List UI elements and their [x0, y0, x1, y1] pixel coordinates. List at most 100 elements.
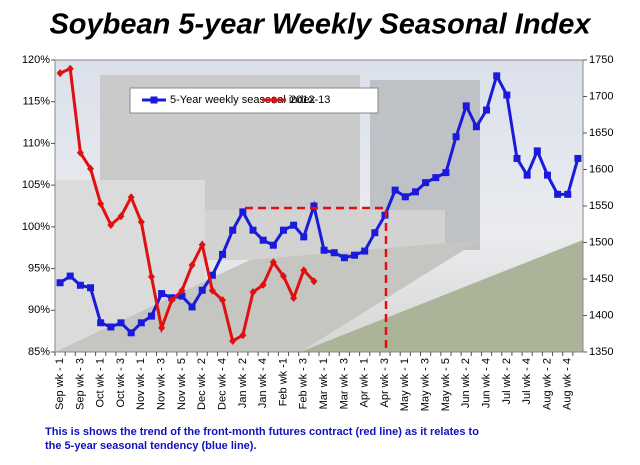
marker [219, 296, 227, 305]
marker [107, 323, 115, 331]
marker [432, 174, 440, 182]
marker [452, 133, 460, 141]
y2-tick-label: 1700 [589, 90, 613, 102]
y-tick-label: 95% [28, 262, 50, 274]
marker [147, 272, 155, 281]
marker [543, 171, 551, 179]
x-tick-label: May wk - 3 [420, 358, 432, 411]
marker [503, 91, 511, 99]
legend-marker [150, 96, 158, 104]
marker [188, 261, 196, 270]
y2-tick-label: 1350 [589, 346, 613, 358]
y-tick-label: 110% [23, 137, 51, 149]
x-tick-label: Jan wk - 4 [257, 358, 269, 408]
marker [158, 323, 166, 332]
marker [330, 249, 338, 257]
marker [249, 226, 257, 234]
x-tick-label: Jun wk - 2 [460, 358, 472, 408]
legend-marker [270, 96, 278, 104]
x-tick-label: Apr wk - 3 [379, 358, 391, 408]
marker [310, 277, 318, 286]
marker [533, 147, 541, 155]
marker [127, 193, 135, 202]
marker [483, 106, 491, 114]
marker [188, 303, 196, 311]
marker [127, 329, 135, 337]
footnote-line: This is shows the trend of the front-mon… [45, 426, 479, 438]
y2-tick-label: 1600 [589, 163, 613, 175]
x-tick-label: Jul wk - 4 [521, 358, 533, 404]
y-tick-label: 90% [28, 304, 50, 316]
marker [300, 233, 308, 241]
marker [219, 250, 227, 258]
marker [279, 226, 287, 234]
marker [422, 179, 430, 187]
marker [340, 254, 348, 262]
marker [523, 171, 531, 179]
marker [564, 190, 572, 198]
marker [239, 331, 247, 340]
marker [66, 64, 74, 73]
marker [147, 312, 155, 320]
marker [76, 281, 84, 289]
marker [66, 272, 74, 280]
marker [411, 188, 419, 196]
marker [97, 319, 105, 327]
marker [401, 193, 409, 201]
x-tick-label: Nov wk - 3 [156, 358, 168, 410]
x-tick-label: Dec wk - 4 [216, 358, 228, 410]
legend-label: 2012-13 [290, 94, 330, 106]
chart-title: Soybean 5-year Weekly Seasonal Index [49, 9, 592, 41]
footnote-line: the 5-year seasonal tendency (blue line)… [45, 440, 257, 452]
marker [300, 266, 308, 275]
marker [391, 186, 399, 194]
marker [117, 212, 125, 221]
y2-tick-label: 1500 [589, 236, 613, 248]
marker [168, 296, 176, 305]
x-tick-label: May wk - 1 [399, 358, 411, 411]
marker [239, 208, 247, 216]
x-tick-label: Apr wk - 1 [359, 358, 371, 408]
marker [229, 226, 237, 234]
marker [56, 279, 64, 287]
y2-tick-label: 1400 [589, 309, 613, 321]
x-tick-label: Sep wk - 1 [54, 358, 66, 410]
x-tick-label: Mar wk - 3 [338, 358, 350, 409]
x-tick-label: Aug wk - 2 [541, 358, 553, 410]
x-tick-label: May wk - 5 [440, 358, 452, 411]
x-tick-label: Nov wk - 1 [135, 358, 147, 410]
marker [290, 221, 298, 229]
marker [208, 271, 216, 279]
marker [310, 202, 318, 210]
marker [574, 154, 582, 162]
marker [137, 218, 145, 227]
legend-label: 5-Year weekly seasonal index [170, 94, 316, 106]
marker [259, 236, 267, 244]
marker [493, 72, 501, 80]
y2-tick-label: 1550 [589, 200, 613, 212]
y-tick-label: 115% [23, 96, 51, 108]
marker [320, 246, 328, 254]
y2-tick-label: 1650 [589, 127, 613, 139]
x-tick-label: Nov wk - 5 [176, 358, 188, 410]
marker [351, 251, 359, 259]
marker [56, 69, 64, 78]
y2-tick-label: 1450 [589, 273, 613, 285]
marker [371, 229, 379, 237]
y-tick-label: 100% [22, 221, 50, 233]
marker [178, 292, 186, 300]
y-tick-label: 85% [28, 346, 50, 358]
marker [198, 286, 206, 294]
marker [198, 240, 206, 249]
series-line [59, 71, 580, 335]
marker [472, 123, 480, 131]
footnote: This is shows the trend of the front-mon… [45, 426, 479, 452]
marker [361, 247, 369, 255]
marker [76, 148, 84, 157]
marker [269, 258, 277, 267]
marker [513, 154, 521, 162]
marker [137, 319, 145, 327]
marker [290, 293, 298, 302]
